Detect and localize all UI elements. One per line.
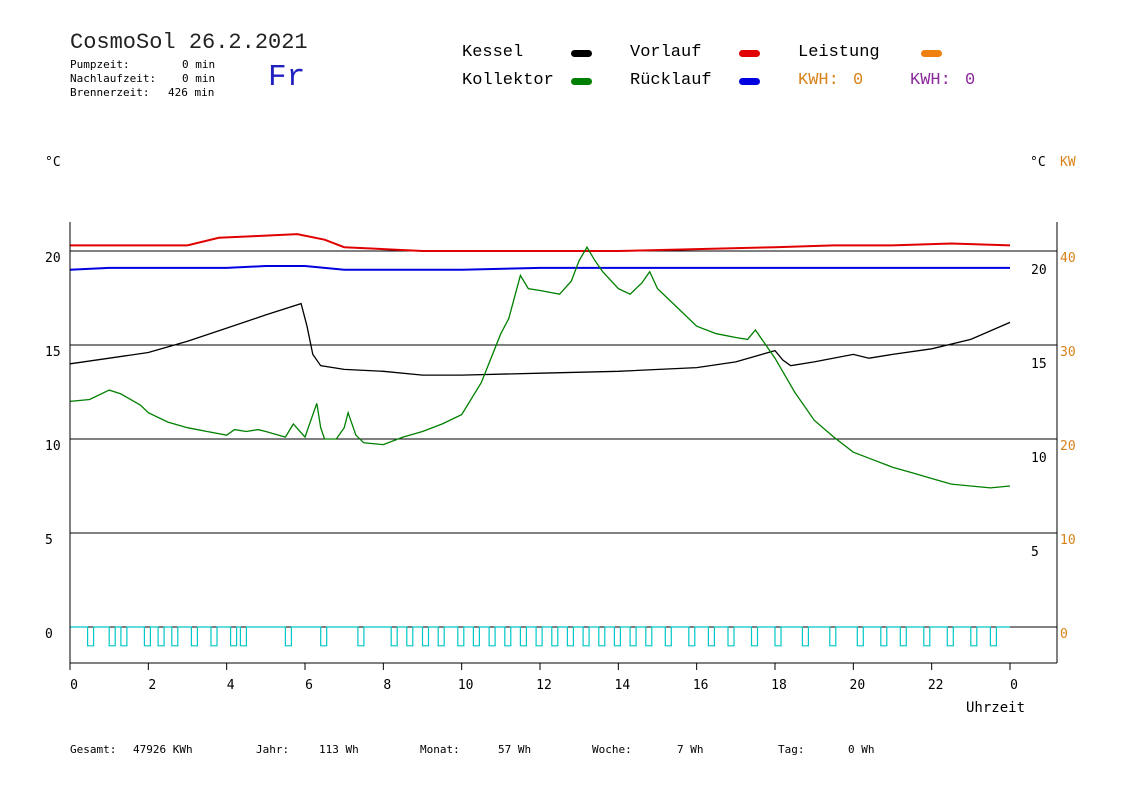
left-tick-label: 0 — [45, 627, 53, 642]
chart-series — [69, 233, 1011, 647]
footer-tag-label: Tag: — [778, 743, 805, 756]
footer-jahr-value: 113 Wh — [319, 743, 359, 756]
footer-jahr-label: Jahr: — [256, 743, 290, 756]
legend-kessel-label: Kessel — [462, 43, 524, 62]
x-tick-label: 12 — [536, 678, 552, 693]
legend-leistung-swatch — [921, 50, 942, 57]
right-temp-tick-label: 15 — [1031, 357, 1047, 372]
x-tick-label: 0 — [70, 678, 78, 693]
legend-kessel-swatch — [571, 50, 592, 57]
legend-vorlauf-swatch — [739, 50, 760, 57]
x-tick-label: 20 — [850, 678, 866, 693]
right-axis-temp-unit: °C — [1030, 155, 1046, 170]
footer-tag-value: 0 Wh — [848, 743, 875, 756]
stat-pumpzeit-label: Pumpzeit: — [70, 58, 130, 71]
right-kw-tick-label: 30 — [1060, 345, 1076, 360]
page-title: CosmoSol 26.2.2021 — [70, 30, 308, 55]
legend-vorlauf-label: Vorlauf — [630, 43, 702, 62]
weekday-label: Fr — [268, 60, 306, 95]
left-tick-label: 20 — [45, 251, 61, 266]
legend-ruecklauf-label: Rücklauf — [630, 71, 712, 90]
x-tick-label: 0 — [1010, 678, 1018, 693]
kwh-orange-value: 0 — [853, 71, 864, 90]
chart-axes — [69, 222, 1058, 670]
right-kw-tick-label: 40 — [1060, 251, 1076, 266]
chart-grid — [70, 250, 1057, 628]
x-tick-label: 6 — [305, 678, 313, 693]
series-ruecklauf — [69, 265, 1010, 271]
legend-ruecklauf-swatch — [739, 78, 760, 85]
x-tick-label: 18 — [771, 678, 787, 693]
right-axis-kw-unit: KW — [1060, 155, 1076, 170]
right-temp-tick-label: 20 — [1031, 263, 1047, 278]
left-tick-label: 15 — [45, 345, 61, 360]
stat-pumpzeit-value: 0 min — [182, 58, 216, 71]
footer-woche-label: Woche: — [592, 743, 632, 756]
x-axis-label: Uhrzeit — [966, 700, 1026, 716]
legend-kollektor-label: Kollektor — [462, 71, 554, 90]
left-tick-label: 5 — [45, 533, 53, 548]
left-tick-label: 10 — [45, 439, 61, 454]
series-pumpe — [70, 626, 1010, 647]
series-kessel — [69, 302, 1011, 376]
legend-leistung-label: Leistung — [798, 43, 880, 62]
right-temp-tick-label: 10 — [1031, 451, 1047, 466]
x-tick-label: 16 — [693, 678, 709, 693]
kwh-purple-value: 0 — [965, 71, 976, 90]
x-tick-label: 8 — [383, 678, 391, 693]
right-kw-tick-label: 20 — [1060, 439, 1076, 454]
left-axis-unit: °C — [45, 155, 61, 170]
footer-monat-label: Monat: — [420, 743, 460, 756]
footer-monat-value: 57 Wh — [498, 743, 532, 756]
footer-gesamt-value: 47926 KWh — [133, 743, 193, 756]
x-tick-label: 14 — [615, 678, 631, 693]
footer-woche-value: 7 Wh — [677, 743, 704, 756]
series-vorlauf — [70, 233, 1011, 252]
stat-brennerzeit-value: 426 min — [168, 86, 215, 99]
right-kw-tick-label: 0 — [1060, 627, 1068, 642]
x-tick-label: 2 — [148, 678, 156, 693]
x-tick-label: 4 — [227, 678, 235, 693]
stat-brennerzeit-label: Brennerzeit: — [70, 86, 150, 99]
kwh-orange-label: KWH: — [798, 71, 839, 90]
chart-tick-labels: 0 2 4 6 8 10 12 14 16 18 20 22 0 0 5 10 15 20 5 10 15 20 0 10 20… — [45, 251, 1076, 693]
footer-gesamt-label: Gesamt: — [70, 743, 117, 756]
x-tick-label: 22 — [928, 678, 944, 693]
kwh-purple-label: KWH: — [910, 71, 951, 90]
stat-nachlaufzeit-value: 0 min — [182, 72, 216, 85]
right-kw-tick-label: 10 — [1060, 533, 1076, 548]
legend-kollektor-swatch — [571, 78, 592, 85]
right-temp-tick-label: 5 — [1031, 545, 1039, 560]
stat-nachlaufzeit-label: Nachlaufzeit: — [70, 72, 157, 85]
series-kollektor — [69, 245, 1011, 489]
x-tick-label: 10 — [458, 678, 474, 693]
